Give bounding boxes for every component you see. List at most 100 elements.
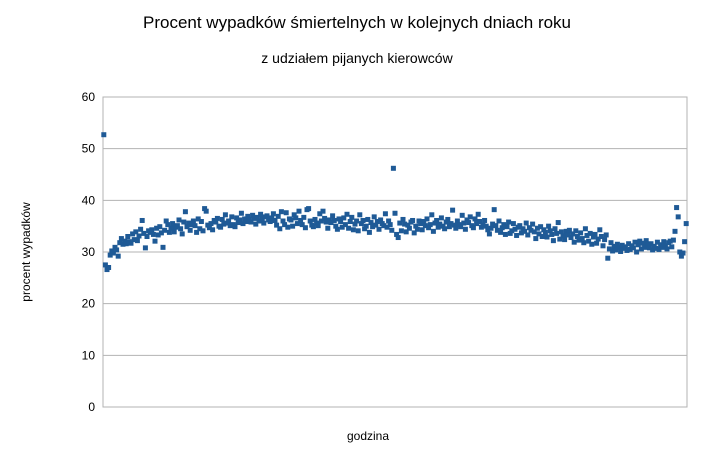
data-point	[315, 223, 321, 229]
data-point	[669, 244, 675, 250]
data-point	[658, 242, 664, 248]
data-point	[480, 222, 486, 228]
data-point	[155, 232, 161, 238]
data-point	[312, 216, 318, 222]
data-point	[531, 229, 537, 235]
data-point	[267, 219, 273, 225]
data-point	[302, 225, 308, 231]
data-point	[619, 242, 625, 248]
data-point	[294, 221, 300, 227]
data-point	[410, 217, 416, 223]
data-point	[659, 244, 665, 250]
data-point	[195, 216, 201, 222]
data-point	[323, 219, 329, 225]
data-point	[307, 218, 313, 224]
data-point	[554, 230, 560, 236]
data-point	[290, 223, 296, 229]
y-tick-label: 60	[82, 90, 96, 104]
data-point	[334, 226, 340, 232]
data-point	[125, 234, 131, 239]
data-point	[506, 219, 512, 225]
data-point	[504, 224, 510, 230]
data-point	[661, 239, 667, 245]
data-point	[182, 209, 188, 215]
data-point	[646, 245, 652, 251]
data-point	[566, 227, 572, 233]
y-tick-label: 40	[82, 193, 96, 207]
data-point	[118, 236, 124, 242]
data-point	[179, 231, 185, 237]
data-point	[558, 229, 564, 235]
data-point	[653, 245, 659, 251]
data-point	[461, 220, 467, 226]
data-point	[594, 240, 600, 246]
data-point	[214, 215, 220, 221]
data-point	[299, 222, 305, 228]
data-point	[291, 212, 297, 218]
data-point	[357, 212, 363, 218]
data-point	[384, 224, 390, 230]
data-point	[450, 207, 456, 213]
data-point	[376, 226, 382, 232]
data-point	[200, 228, 206, 234]
data-point	[168, 225, 174, 231]
data-point	[542, 229, 548, 235]
data-point	[616, 244, 622, 250]
data-point	[630, 245, 636, 251]
data-point	[565, 232, 571, 238]
data-point	[464, 217, 470, 223]
data-point	[280, 218, 286, 224]
data-point	[642, 244, 648, 250]
data-point	[530, 221, 536, 227]
data-point	[664, 246, 670, 252]
data-point	[510, 221, 516, 227]
data-point	[115, 253, 121, 259]
data-point	[622, 244, 628, 250]
data-point	[150, 231, 156, 237]
data-point	[176, 217, 182, 223]
data-point	[597, 227, 603, 233]
data-point	[602, 237, 608, 243]
data-point	[448, 221, 454, 227]
data-point	[525, 232, 531, 238]
data-point	[133, 229, 139, 235]
data-point	[618, 248, 624, 254]
data-point	[336, 216, 342, 222]
data-point	[501, 222, 507, 228]
data-point	[107, 252, 113, 258]
data-point	[325, 225, 331, 231]
data-point	[333, 223, 339, 229]
data-point	[563, 228, 569, 234]
data-point	[462, 226, 468, 232]
data-point	[520, 226, 526, 232]
data-point	[595, 236, 601, 242]
data-point	[344, 211, 350, 217]
data-point	[432, 220, 438, 226]
data-point	[120, 241, 126, 247]
y-tick-label: 10	[82, 348, 96, 362]
data-point	[571, 239, 577, 245]
data-point	[485, 227, 491, 233]
data-point	[477, 219, 483, 225]
data-point	[392, 210, 398, 216]
data-point	[314, 220, 320, 226]
data-point	[424, 216, 430, 222]
data-point	[552, 226, 558, 232]
data-point	[374, 219, 380, 225]
data-point	[102, 262, 108, 268]
data-point	[416, 218, 422, 224]
data-point	[370, 224, 376, 230]
data-point	[386, 218, 392, 224]
data-point	[202, 206, 208, 212]
data-point	[670, 237, 676, 243]
data-point	[139, 217, 145, 223]
data-point	[429, 212, 435, 218]
data-point	[365, 216, 371, 222]
data-point	[282, 222, 288, 228]
data-point	[101, 132, 107, 138]
data-point	[637, 238, 643, 244]
data-point	[178, 226, 184, 232]
data-point	[507, 230, 513, 236]
data-point	[368, 220, 374, 226]
